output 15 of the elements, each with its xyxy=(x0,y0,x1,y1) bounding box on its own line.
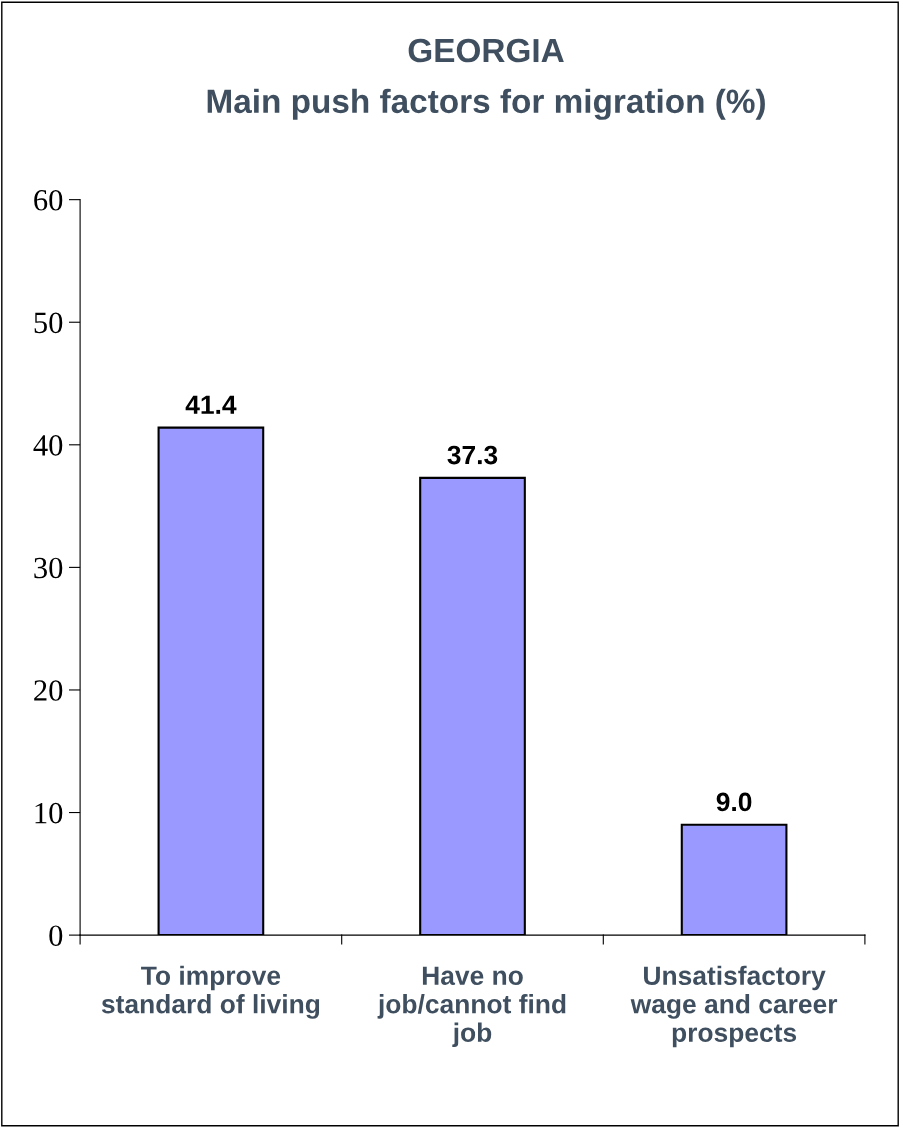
x-tick-label: Have no job/cannot find job xyxy=(377,966,566,1048)
data-label: 9.0 xyxy=(716,792,752,812)
x-tick-label: Unsatisfactory wage and career prospects xyxy=(630,965,838,1048)
y-tick-label: 50 xyxy=(34,312,63,334)
x-tick-label: To improve standard of living xyxy=(101,965,320,1019)
chart-title: GEORGIA xyxy=(408,38,564,63)
y-tick-label: 0 xyxy=(49,925,63,947)
y-tick-label: 10 xyxy=(35,802,63,824)
chart-subtitle: Main push factors for migration (%) xyxy=(207,88,765,120)
y-tick-label: 20 xyxy=(34,680,63,701)
y-tick-label: 60 xyxy=(34,189,63,211)
data-label: 37.3 xyxy=(447,445,498,465)
y-tick-label: 30 xyxy=(34,557,63,579)
y-tick-label: 40 xyxy=(33,435,63,456)
data-label: 41.4 xyxy=(185,395,237,414)
